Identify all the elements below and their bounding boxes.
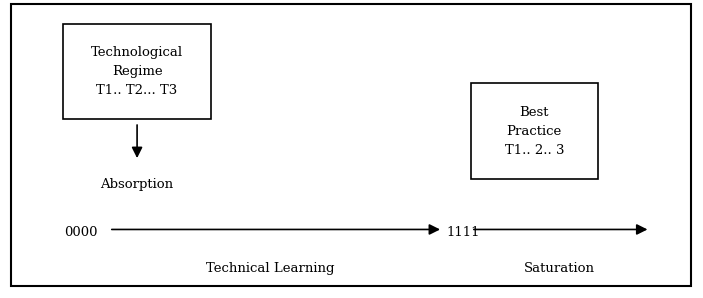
Text: 1111: 1111	[446, 226, 480, 239]
Text: 0000: 0000	[64, 226, 98, 239]
Bar	[63, 24, 211, 119]
Text: Saturation: Saturation	[524, 262, 594, 275]
Text: Best
Practice
T1.. 2.. 3: Best Practice T1.. 2.. 3	[505, 105, 564, 157]
Text: Absorption: Absorption	[101, 178, 174, 191]
Bar	[471, 83, 598, 179]
Text: Technical Learning: Technical Learning	[207, 262, 335, 275]
Text: Technological
Regime
T1.. T2... T3: Technological Regime T1.. T2... T3	[91, 46, 183, 97]
